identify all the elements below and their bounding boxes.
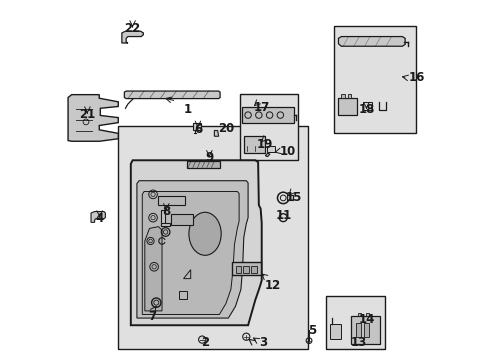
Text: 14: 14 — [358, 313, 374, 327]
Text: 20: 20 — [218, 122, 234, 135]
Text: 22: 22 — [124, 22, 141, 35]
Bar — [171, 214, 192, 225]
Bar — [365, 313, 368, 316]
Text: 15: 15 — [285, 192, 302, 204]
Text: 19: 19 — [257, 138, 273, 151]
Bar — [179, 291, 187, 299]
Bar — [158, 196, 184, 205]
FancyBboxPatch shape — [232, 262, 260, 275]
Bar — [338, 98, 356, 116]
Bar — [356, 323, 361, 337]
Bar — [244, 136, 264, 153]
Bar — [240, 94, 297, 160]
Polygon shape — [91, 212, 105, 222]
Polygon shape — [68, 95, 118, 141]
Bar — [286, 195, 293, 201]
Bar — [243, 266, 249, 273]
FancyBboxPatch shape — [186, 161, 219, 168]
Text: 17: 17 — [253, 101, 269, 114]
Bar — [160, 223, 169, 226]
Polygon shape — [214, 131, 218, 136]
Ellipse shape — [188, 212, 221, 255]
Text: 13: 13 — [350, 336, 366, 348]
Text: 21: 21 — [79, 108, 95, 121]
Polygon shape — [122, 31, 143, 43]
Polygon shape — [131, 160, 261, 325]
FancyBboxPatch shape — [351, 316, 379, 344]
Bar — [333, 26, 415, 134]
Bar — [192, 123, 201, 130]
Bar — [160, 210, 164, 226]
Bar — [329, 324, 340, 338]
Bar — [266, 145, 274, 152]
Text: 3: 3 — [258, 336, 266, 348]
Polygon shape — [183, 270, 190, 279]
Bar — [325, 296, 385, 349]
Polygon shape — [124, 91, 220, 99]
Text: 12: 12 — [264, 279, 281, 292]
Bar — [347, 94, 351, 98]
Text: 7: 7 — [147, 310, 156, 323]
Text: 4: 4 — [95, 212, 103, 225]
Bar — [251, 266, 257, 273]
Polygon shape — [265, 153, 269, 157]
Bar — [364, 323, 368, 337]
Bar — [362, 102, 371, 110]
Text: 6: 6 — [193, 123, 202, 136]
FancyBboxPatch shape — [242, 107, 294, 123]
Polygon shape — [142, 192, 239, 315]
Bar — [118, 126, 308, 348]
Text: 1: 1 — [183, 103, 191, 116]
Polygon shape — [144, 226, 162, 311]
Text: 11: 11 — [275, 209, 291, 222]
Text: 8: 8 — [162, 205, 170, 218]
Text: 18: 18 — [358, 103, 374, 116]
Bar — [341, 94, 344, 98]
Text: 5: 5 — [308, 324, 316, 337]
Text: 9: 9 — [205, 151, 213, 164]
Bar — [357, 313, 361, 316]
Text: 16: 16 — [408, 71, 424, 84]
Text: 2: 2 — [201, 336, 209, 348]
Polygon shape — [137, 181, 247, 318]
Polygon shape — [338, 37, 405, 46]
Text: 10: 10 — [279, 145, 295, 158]
Bar — [235, 266, 241, 273]
